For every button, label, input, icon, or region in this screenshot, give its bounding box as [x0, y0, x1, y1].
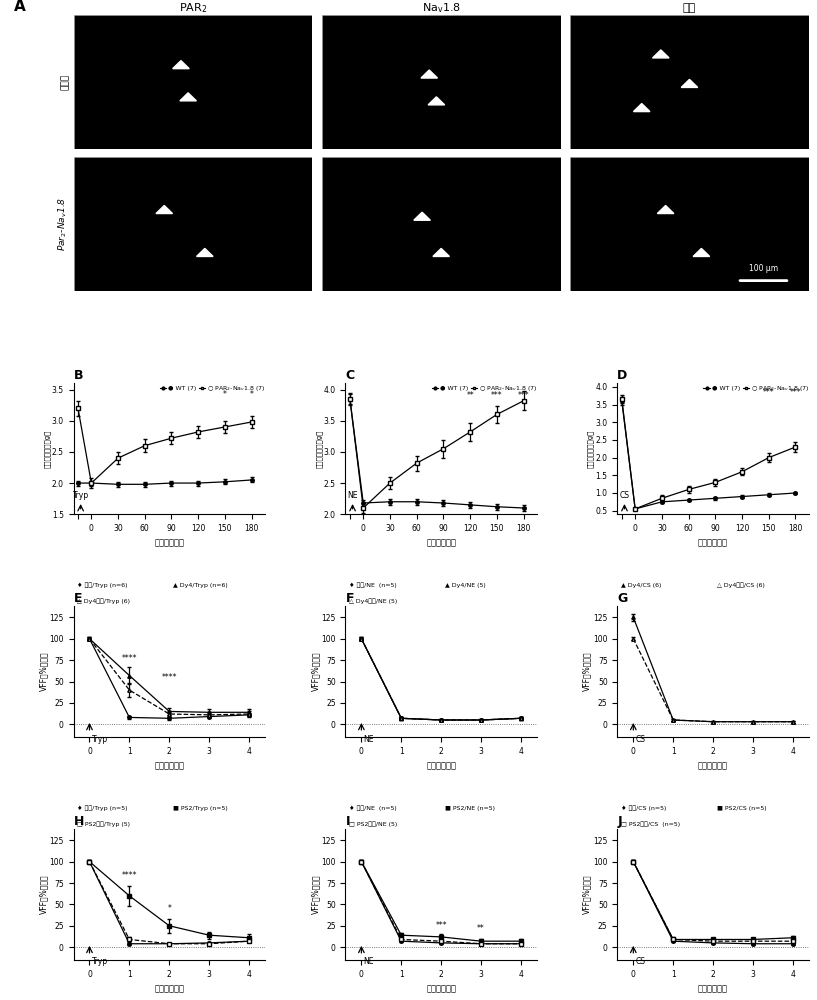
Text: NE: NE [347, 491, 358, 500]
X-axis label: 时间（分钟）: 时间（分钟） [426, 539, 456, 548]
Text: ▲ Dy4/Tryp (n=6): ▲ Dy4/Tryp (n=6) [173, 583, 228, 588]
Text: B: B [74, 369, 83, 382]
Text: CS: CS [636, 957, 645, 966]
Text: NE: NE [364, 735, 374, 744]
Text: ***: *** [435, 921, 447, 930]
Text: *: * [167, 904, 172, 913]
Text: *: * [223, 390, 227, 399]
Title: PAR$_2$: PAR$_2$ [179, 1, 207, 15]
Y-axis label: 机械退缩阈値（g）: 机械退缩阈値（g） [43, 430, 51, 468]
X-axis label: 时间（小时）: 时间（小时） [426, 761, 456, 770]
Legend: ● WT (7), ○ PAR$_2$-Na$_v$1.8 (7): ● WT (7), ○ PAR$_2$-Na$_v$1.8 (7) [431, 384, 538, 393]
Y-axis label: 机械退缩阈値（g）: 机械退缩阈値（g） [315, 430, 322, 468]
Text: ♦ 某剂/Tryp (n=6): ♦ 某剂/Tryp (n=6) [78, 583, 127, 588]
Y-axis label: $Par_2$-Na$_v$1.8: $Par_2$-Na$_v$1.8 [57, 197, 69, 251]
Text: ▲ Dy4/CS (6): ▲ Dy4/CS (6) [621, 583, 662, 588]
Text: ***: *** [518, 391, 529, 400]
Text: F: F [346, 592, 354, 605]
Text: CS: CS [636, 735, 645, 744]
Text: ■ PS2/Tryp (n=5): ■ PS2/Tryp (n=5) [173, 806, 228, 811]
Text: I: I [346, 815, 350, 828]
Text: Tryp: Tryp [92, 957, 108, 966]
Text: **: ** [477, 924, 485, 933]
X-axis label: 时间（小时）: 时间（小时） [154, 761, 185, 770]
Text: □ PS2无效/NE (5): □ PS2无效/NE (5) [349, 821, 398, 827]
Title: Na$_{\rm v}$1.8: Na$_{\rm v}$1.8 [422, 1, 461, 15]
X-axis label: 时间（小时）: 时间（小时） [698, 984, 728, 993]
Legend: ● WT (7), ○ PAR$_2$-Na$_v$1.8 (7): ● WT (7), ○ PAR$_2$-Na$_v$1.8 (7) [159, 384, 266, 393]
Text: D: D [618, 369, 627, 382]
Text: ♦ 某剂/Tryp (n=5): ♦ 某剂/Tryp (n=5) [78, 806, 127, 811]
Text: ♦ 某剂/NE  (n=5): ♦ 某剂/NE (n=5) [349, 583, 397, 588]
Text: 100 μm: 100 μm [749, 264, 778, 273]
X-axis label: 时间（小时）: 时间（小时） [154, 984, 185, 993]
Text: NE: NE [364, 957, 374, 966]
Text: ■ PS2/CS (n=5): ■ PS2/CS (n=5) [717, 806, 766, 811]
Text: ****: **** [122, 871, 137, 880]
Text: CS: CS [619, 491, 629, 500]
Y-axis label: VFF（%基线）: VFF（%基线） [39, 875, 48, 914]
Y-axis label: VFF（%基线）: VFF（%基线） [583, 652, 592, 691]
Text: ***: *** [491, 391, 502, 400]
Text: □ PS2无效/CS  (n=5): □ PS2无效/CS (n=5) [621, 821, 681, 827]
Y-axis label: VFF（%基线）: VFF（%基线） [39, 652, 48, 691]
Text: C: C [346, 369, 355, 382]
Title: 融合: 融合 [683, 3, 696, 13]
Text: ****: **** [122, 654, 137, 663]
Y-axis label: 野生型: 野生型 [60, 74, 69, 90]
X-axis label: 时间（小时）: 时间（小时） [698, 761, 728, 770]
Text: ****: **** [162, 673, 177, 682]
Text: ***: *** [790, 388, 801, 397]
Text: Tryp: Tryp [73, 491, 89, 500]
Text: H: H [74, 815, 84, 828]
Text: ▲ Dy4/NE (5): ▲ Dy4/NE (5) [445, 583, 486, 588]
X-axis label: 时间（小时）: 时间（小时） [426, 984, 456, 993]
Text: **: ** [467, 391, 474, 400]
Text: ***: *** [763, 388, 775, 397]
Text: ♦ 某剂/NE  (n=5): ♦ 某剂/NE (n=5) [349, 806, 397, 811]
Text: E: E [74, 592, 82, 605]
Text: ♦ 某剂/CS (n=5): ♦ 某剂/CS (n=5) [621, 806, 667, 811]
Text: □ PS2无效/Tryp (5): □ PS2无效/Tryp (5) [78, 821, 131, 827]
Text: G: G [618, 592, 627, 605]
X-axis label: 时间（分钟）: 时间（分钟） [154, 539, 185, 548]
Text: △ Dy4无效/Tryp (6): △ Dy4无效/Tryp (6) [78, 598, 131, 604]
Text: A: A [14, 0, 25, 14]
Text: △ Dy4无效/NE (5): △ Dy4无效/NE (5) [349, 598, 398, 604]
Legend: ● WT (7), ○ PAR$_2$-Na$_v$1.8 (7): ● WT (7), ○ PAR$_2$-Na$_v$1.8 (7) [703, 384, 810, 393]
Text: △ Dy4无效/CS (6): △ Dy4无效/CS (6) [717, 583, 765, 588]
Text: J: J [618, 815, 622, 828]
Text: ■ PS2/NE (n=5): ■ PS2/NE (n=5) [445, 806, 495, 811]
Text: *: * [250, 390, 253, 399]
Y-axis label: 机械退缩阈値（g）: 机械退缩阈値（g） [587, 430, 594, 468]
Y-axis label: VFF（%基线）: VFF（%基线） [310, 652, 319, 691]
Y-axis label: VFF（%基线）: VFF（%基线） [310, 875, 319, 914]
X-axis label: 时间（分钟）: 时间（分钟） [698, 539, 728, 548]
Text: Tryp: Tryp [92, 735, 108, 744]
Y-axis label: VFF（%基线）: VFF（%基线） [583, 875, 592, 914]
